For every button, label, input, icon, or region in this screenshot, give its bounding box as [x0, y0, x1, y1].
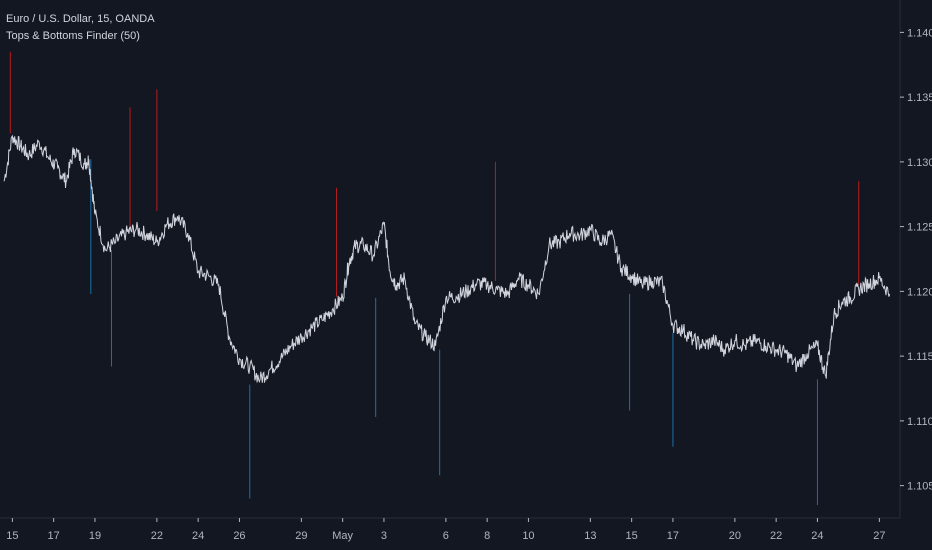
time-tick-label: 17 — [48, 530, 60, 542]
time-tick-label: 20 — [729, 530, 741, 542]
time-tick-label: 10 — [522, 530, 534, 542]
indicator-title[interactable]: Tops & Bottoms Finder (50) — [6, 30, 140, 42]
time-tick-label: 6 — [443, 530, 449, 542]
price-tick-label: 1.11500 — [907, 351, 932, 363]
price-axis[interactable]: 1.14000 1.13500 1.13000 1.12500 1.12000 1.115… — [900, 27, 932, 493]
time-tick-label: 17 — [667, 530, 679, 542]
price-tick-label: 1.14000 — [907, 27, 932, 39]
time-axis[interactable]: 15 17 19 22 24 26 29 May 3 6 8 10 13 15 17 20 22 24 27 — [6, 518, 885, 542]
time-tick-label: 24 — [192, 530, 204, 542]
tops-bottoms-markers — [9, 51, 860, 506]
time-tick-label: 19 — [89, 530, 101, 542]
price-line — [3, 134, 891, 384]
price-tick-label: 1.11000 — [907, 416, 932, 428]
time-tick-label: 22 — [151, 530, 163, 542]
time-tick-label: 29 — [295, 530, 307, 542]
time-tick-label: May — [332, 530, 353, 542]
time-tick-label: 24 — [811, 530, 823, 542]
time-tick-label: 15 — [6, 530, 18, 542]
time-tick-label: 15 — [626, 530, 638, 542]
price-tick-label: 1.12000 — [907, 286, 932, 298]
time-tick-label: 22 — [770, 530, 782, 542]
chart-legend: Euro / U.S. Dollar, 15, OANDA Tops & Bot… — [6, 11, 155, 45]
symbol-title[interactable]: Euro / U.S. Dollar, 15, OANDA — [6, 13, 155, 25]
time-tick-label: 13 — [584, 530, 596, 542]
price-tick-label: 1.12500 — [907, 222, 932, 234]
price-tick-label: 1.10500 — [907, 481, 932, 493]
price-tick-label: 1.13500 — [907, 92, 932, 104]
price-tick-label: 1.13000 — [907, 157, 932, 169]
time-tick-label: 8 — [484, 530, 490, 542]
time-tick-label: 3 — [381, 530, 387, 542]
time-tick-label: 27 — [873, 530, 885, 542]
time-tick-label: 26 — [233, 530, 245, 542]
